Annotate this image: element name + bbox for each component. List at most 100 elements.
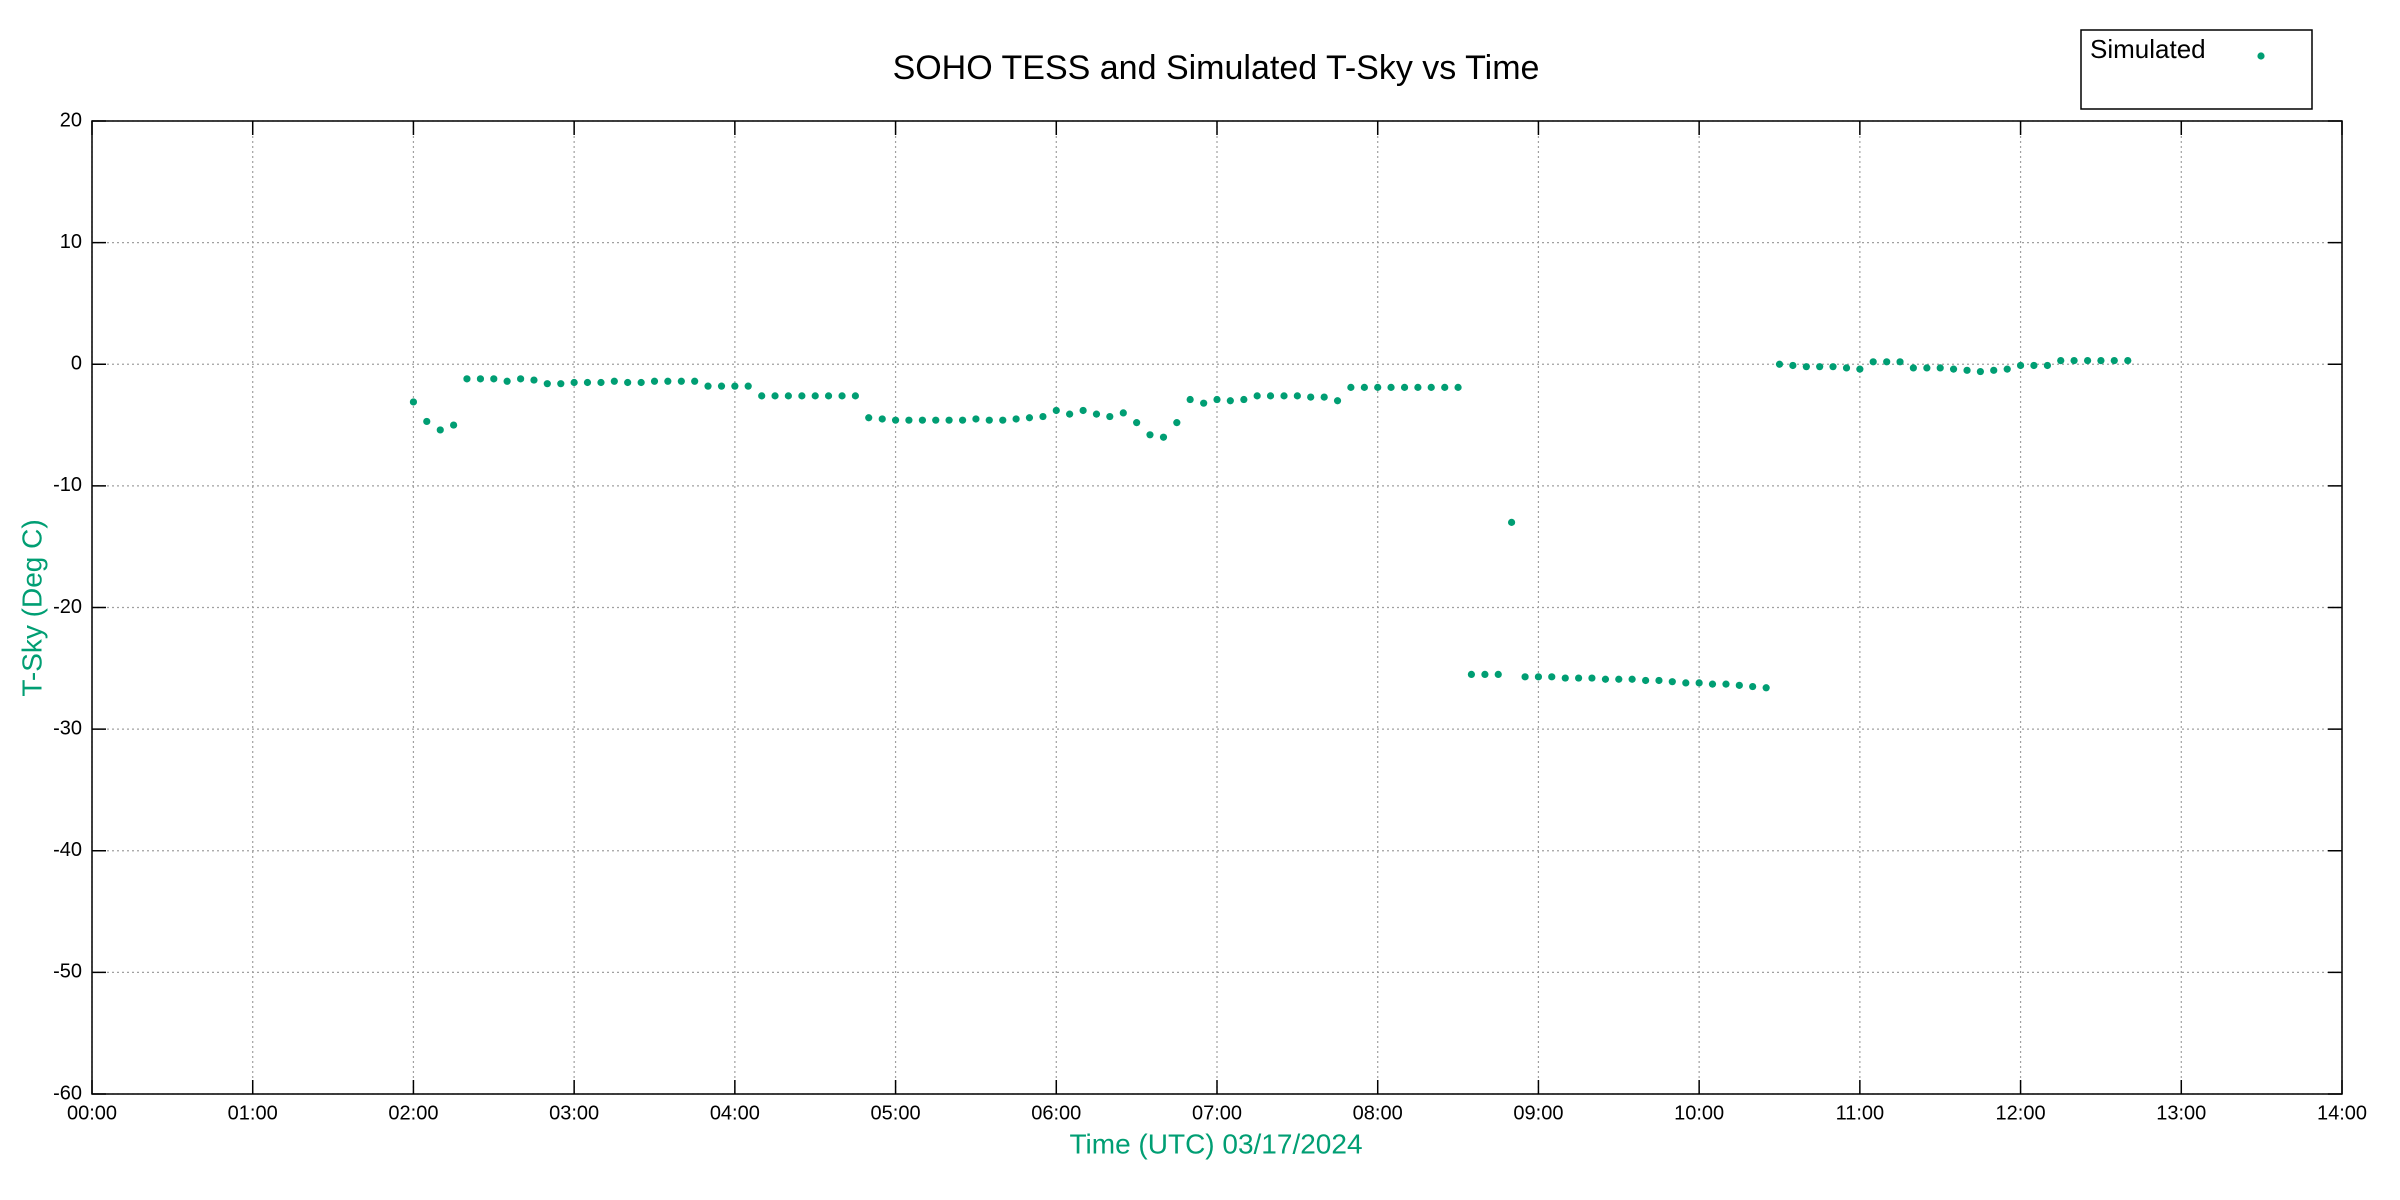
data-point — [517, 375, 525, 383]
data-point — [1909, 364, 1917, 372]
data-point — [1842, 364, 1851, 372]
data-point — [503, 377, 511, 385]
data-point — [1427, 383, 1435, 391]
data-point — [1454, 383, 1462, 391]
data-point — [1802, 363, 1810, 371]
x-tick-label: 12:00 — [1996, 1102, 2046, 1124]
data-point — [1990, 366, 1998, 374]
data-point — [1387, 383, 1395, 391]
data-point — [1883, 358, 1891, 366]
data-point — [1360, 383, 1368, 391]
data-point — [1025, 414, 1034, 422]
data-point — [1856, 365, 1864, 373]
data-point — [838, 392, 846, 400]
data-point — [1615, 675, 1623, 683]
data-point — [1507, 518, 1516, 526]
data-point — [999, 416, 1007, 424]
y-axis-label: T-Sky (Deg C) — [16, 519, 47, 696]
data-point — [1119, 409, 1127, 417]
y-tick-label: -60 — [53, 1082, 82, 1104]
data-point — [1200, 399, 1208, 407]
data-point — [2097, 357, 2105, 365]
data-point — [1266, 392, 1275, 400]
y-tick-label: -30 — [53, 717, 82, 739]
data-point — [1052, 406, 1060, 415]
data-point — [932, 416, 940, 424]
data-point — [2124, 357, 2132, 365]
data-point — [1749, 682, 1757, 691]
data-point — [530, 376, 538, 384]
data-point — [731, 382, 739, 390]
y-tick-label: -50 — [53, 961, 82, 983]
data-point — [811, 392, 819, 400]
data-point — [1722, 680, 1730, 688]
y-tick-label: 0 — [71, 353, 82, 375]
data-point — [624, 378, 632, 387]
data-point — [1588, 674, 1596, 682]
data-point — [1481, 670, 1489, 678]
data-point — [958, 416, 967, 424]
data-point — [557, 380, 565, 388]
data-point — [851, 392, 859, 400]
data-point — [1159, 433, 1168, 441]
data-point — [1896, 358, 1904, 366]
data-point — [1963, 366, 1971, 374]
data-point — [1682, 679, 1690, 687]
data-point — [1642, 676, 1650, 685]
data-point — [1333, 397, 1342, 405]
data-point — [2043, 361, 2052, 370]
data-point — [744, 382, 752, 390]
data-point — [463, 375, 471, 383]
data-point — [1735, 681, 1743, 689]
data-point — [1869, 358, 1877, 366]
data-point — [1575, 674, 1583, 682]
x-tick-label: 06:00 — [1031, 1102, 1081, 1124]
data-point — [1494, 670, 1502, 678]
data-point — [1467, 670, 1476, 678]
legend-label: Simulated — [2090, 34, 2206, 64]
data-point — [985, 416, 993, 424]
data-point — [1066, 410, 1074, 418]
y-tick-label: -10 — [53, 474, 82, 496]
data-point — [1213, 395, 1221, 404]
x-axis-label: Time (UTC) 03/17/2024 — [1069, 1128, 1362, 1159]
x-tick-label: 10:00 — [1674, 1102, 1724, 1124]
y-tick-label: -20 — [53, 596, 82, 618]
data-point — [436, 426, 444, 434]
x-tick-label: 03:00 — [549, 1102, 599, 1124]
data-point — [1133, 419, 1141, 427]
data-point — [1762, 684, 1770, 692]
data-point — [423, 417, 431, 426]
data-point — [1695, 679, 1703, 687]
x-tick-label: 05:00 — [871, 1102, 921, 1124]
data-point — [1628, 675, 1636, 683]
data-point — [570, 378, 578, 387]
data-point — [2083, 357, 2092, 365]
data-point — [1226, 397, 1234, 405]
data-point — [1775, 360, 1784, 368]
y-tick-label: 20 — [60, 109, 82, 131]
data-point — [1374, 383, 1382, 391]
data-point — [2003, 365, 2011, 373]
data-point — [1092, 410, 1101, 418]
data-point — [450, 421, 458, 429]
data-point — [905, 416, 913, 424]
data-point — [1548, 673, 1556, 681]
legend-marker — [2257, 52, 2265, 60]
x-tick-label: 14:00 — [2317, 1102, 2367, 1124]
data-point — [543, 380, 551, 388]
data-point — [1106, 412, 1114, 421]
data-point — [1400, 383, 1409, 391]
x-tick-label: 00:00 — [67, 1102, 117, 1124]
data-point — [2070, 357, 2078, 365]
x-tick-label: 09:00 — [1513, 1102, 1563, 1124]
x-tick-label: 02:00 — [388, 1102, 438, 1124]
data-point — [945, 416, 953, 424]
data-point — [824, 392, 833, 400]
data-point — [704, 382, 712, 390]
plot-frame — [91, 120, 2343, 1095]
data-point — [878, 415, 886, 423]
data-point — [637, 378, 645, 387]
data-point — [610, 377, 618, 385]
